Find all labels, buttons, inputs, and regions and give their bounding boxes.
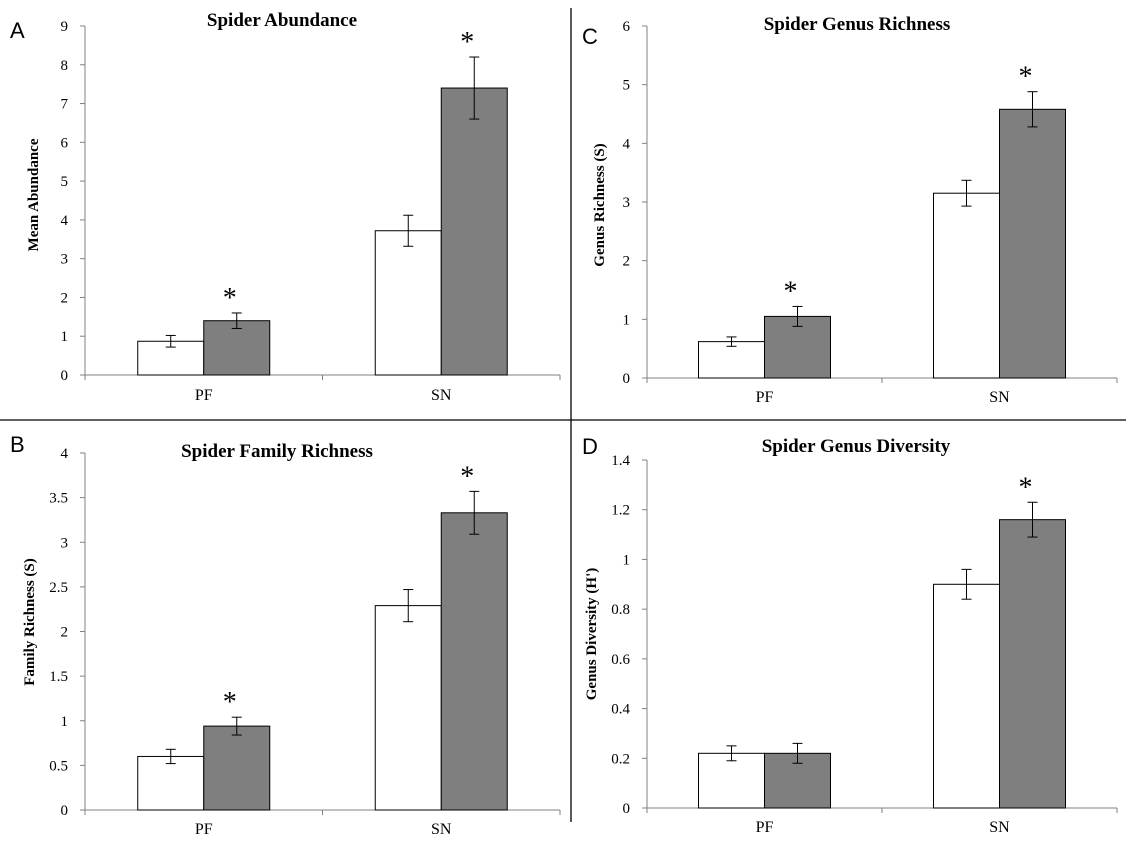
y-tick-label: 1.2: [611, 503, 630, 519]
bar-sn-series-1: [933, 192, 1000, 379]
y-tick-label: 0.2: [611, 751, 630, 767]
x-tick-label-sn: SN: [431, 387, 452, 404]
bar-sn-series-1: [933, 583, 1000, 809]
x-tick-label-pf: PF: [756, 819, 774, 836]
significance-marker: *: [460, 461, 474, 492]
y-tick-label: 5: [623, 78, 631, 94]
y-tick-label: 8: [61, 58, 69, 74]
bar-sn-series-2: [440, 87, 508, 376]
bar-pf-series-1: [698, 341, 765, 379]
y-axis-label: Genus Richness (S): [592, 143, 608, 266]
y-tick-label: 5: [61, 174, 69, 190]
y-tick-label: 0: [61, 368, 69, 384]
bar-sn-series-2: [440, 512, 508, 811]
y-tick-label: 0: [623, 371, 631, 387]
y-tick-label: 2: [623, 254, 631, 270]
x-tick-label-pf: PF: [195, 387, 213, 404]
y-tick-label: 1.4: [611, 453, 630, 469]
significance-marker: *: [223, 687, 237, 718]
y-tick-label: 0.8: [611, 602, 630, 618]
x-tick-label-pf: PF: [195, 821, 213, 838]
y-tick-label: 4: [61, 446, 69, 462]
bar-sn-series-1: [374, 605, 442, 811]
bar-sn-series-1: [374, 230, 442, 376]
y-tick-label: 1: [61, 714, 69, 730]
y-tick-label: 0.5: [49, 758, 68, 774]
chart-title: Spider Family Richness: [181, 441, 373, 462]
x-tick-label-sn: SN: [431, 821, 452, 838]
chart-title: Spider Genus Diversity: [762, 436, 951, 457]
y-axis-label: Family Richness (S): [22, 558, 38, 686]
y-tick-label: 1: [61, 329, 69, 345]
abundance-chart: Spider Abundance Mean Abundance 0 1 2 3 4 5 6 7 8 9…: [26, 10, 561, 404]
x-tick-label-sn: SN: [989, 389, 1010, 406]
panel-letter-b: B: [10, 432, 25, 457]
panel-letter-a: A: [10, 18, 25, 43]
y-tick-label: 4: [623, 136, 631, 152]
bar-sn-series-2: [999, 108, 1066, 379]
bar-pf-series-1: [137, 755, 205, 811]
genus-diversity-chart: Spider Genus Diversity Genus Diversity (H…: [584, 436, 1118, 836]
y-tick-label: 2.5: [49, 580, 68, 596]
y-tick-label: 0: [623, 801, 631, 817]
y-tick-label: 4: [61, 213, 69, 229]
y-tick-label: 3: [623, 195, 631, 211]
y-tick-label: 1: [623, 552, 631, 568]
y-axis-label: Mean Abundance: [26, 138, 42, 251]
significance-marker: *: [223, 283, 237, 314]
significance-marker: *: [1019, 62, 1033, 93]
y-tick-label: 2: [61, 625, 69, 641]
y-tick-label: 0.6: [611, 652, 630, 668]
panel-letter-c: C: [582, 24, 598, 49]
y-tick-label: 6: [61, 135, 69, 151]
y-axis-label: Genus Diversity (H'): [584, 568, 600, 701]
panel-letter-d: D: [582, 434, 598, 459]
bar-pf-series-2: [203, 725, 271, 811]
y-tick-label: 1.5: [49, 669, 68, 685]
y-tick-label: 7: [61, 97, 69, 113]
significance-marker: *: [1019, 472, 1033, 503]
y-tick-label: 3.5: [49, 491, 68, 507]
y-tick-label: 3: [61, 252, 69, 268]
bar-sn-series-2: [999, 519, 1066, 809]
chart-title: Spider Abundance: [207, 10, 357, 31]
y-tick-label: 3: [61, 535, 69, 551]
x-tick-label-pf: PF: [756, 389, 774, 406]
y-tick-label: 1: [623, 312, 631, 328]
bar-pf-series-2: [203, 320, 271, 376]
y-tick-label: 6: [623, 19, 631, 35]
y-tick-label: 2: [61, 290, 69, 306]
family-richness-chart: Spider Family Richness Family Richness (S…: [22, 441, 561, 838]
y-tick-label: 0: [61, 803, 69, 819]
chart-title: Spider Genus Richness: [764, 14, 951, 35]
y-tick-label: 0.4: [611, 702, 630, 718]
genus-richness-chart: Spider Genus Richness Genus Richness (S) 0…: [592, 14, 1118, 406]
x-tick-label-sn: SN: [989, 819, 1010, 836]
significance-marker: *: [460, 27, 474, 58]
significance-marker: *: [784, 276, 798, 307]
bar-pf-series-1: [698, 752, 765, 809]
y-tick-label: 9: [61, 19, 69, 35]
